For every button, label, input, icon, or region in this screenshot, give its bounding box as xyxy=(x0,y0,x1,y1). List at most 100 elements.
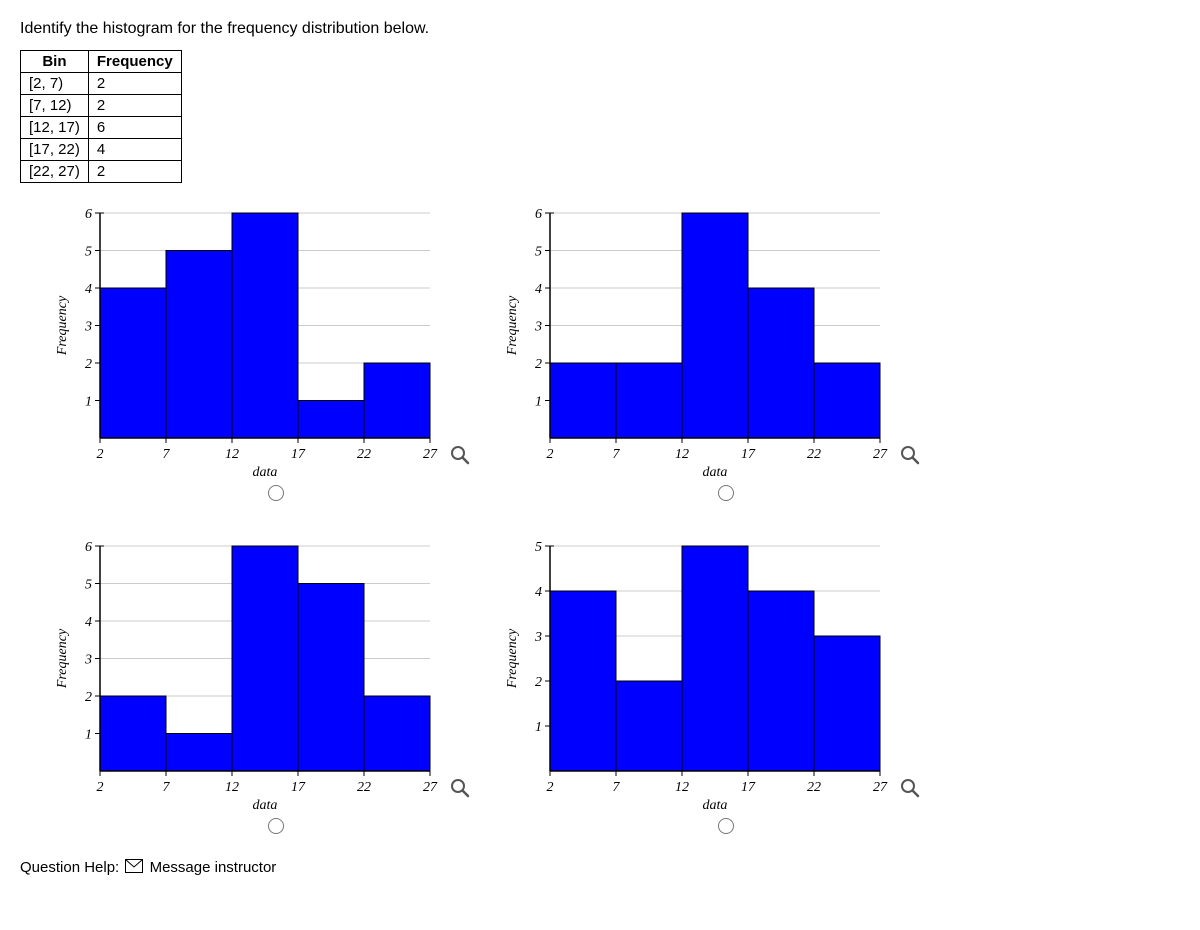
table-header-freq: Frequency xyxy=(88,51,181,73)
magnify-icon[interactable] xyxy=(450,445,470,465)
magnify-icon[interactable] xyxy=(900,445,920,465)
xlabel: data xyxy=(253,465,278,478)
ylabel: Frequency xyxy=(505,628,520,689)
ytick-label: 3 xyxy=(534,320,542,335)
xtick-label: 17 xyxy=(741,780,756,795)
xtick-label: 22 xyxy=(807,780,821,795)
option-radio-A[interactable] xyxy=(268,485,284,501)
chart-option-C: 1234562712172227dataFrequency xyxy=(50,536,500,839)
freq-cell: 2 xyxy=(88,73,181,95)
histogram-A: 1234562712172227dataFrequency xyxy=(50,203,440,478)
histogram-bar xyxy=(298,401,364,439)
bin-cell: [17, 22) xyxy=(21,139,89,161)
question-help-label: Question Help: xyxy=(20,859,119,876)
ytick-label: 1 xyxy=(85,395,92,410)
ytick-label: 1 xyxy=(535,720,542,735)
table-row: [22, 27)2 xyxy=(21,161,182,183)
ytick-label: 2 xyxy=(85,690,92,705)
xtick-label: 12 xyxy=(225,780,239,795)
option-radio-C[interactable] xyxy=(268,818,284,834)
histogram-bar xyxy=(748,288,814,438)
xtick-label: 22 xyxy=(807,447,821,462)
ylabel: Frequency xyxy=(55,628,70,689)
ytick-label: 6 xyxy=(535,207,542,222)
table-row: [2, 7)2 xyxy=(21,73,182,95)
ytick-label: 2 xyxy=(535,675,542,690)
histogram-D: 123452712172227dataFrequency xyxy=(500,536,890,811)
xlabel: data xyxy=(253,798,278,811)
xtick-label: 2 xyxy=(97,447,104,462)
ytick-label: 5 xyxy=(535,540,542,555)
table-row: [12, 17)6 xyxy=(21,117,182,139)
xtick-label: 27 xyxy=(873,447,888,462)
freq-cell: 2 xyxy=(88,161,181,183)
histogram-bar xyxy=(682,213,748,438)
ytick-label: 1 xyxy=(535,395,542,410)
ytick-label: 6 xyxy=(85,207,92,222)
ytick-label: 4 xyxy=(535,282,542,297)
histogram-bar xyxy=(100,696,166,771)
table-row: [17, 22)4 xyxy=(21,139,182,161)
ytick-label: 4 xyxy=(85,282,92,297)
ytick-label: 5 xyxy=(85,578,92,593)
histogram-bar xyxy=(232,546,298,771)
ytick-label: 4 xyxy=(85,615,92,630)
xtick-label: 7 xyxy=(613,447,621,462)
histogram-bar xyxy=(298,584,364,772)
bin-cell: [12, 17) xyxy=(21,117,89,139)
bin-cell: [22, 27) xyxy=(21,161,89,183)
histogram-bar xyxy=(616,363,682,438)
magnify-icon[interactable] xyxy=(900,778,920,798)
xtick-label: 2 xyxy=(547,447,554,462)
chart-option-D: 123452712172227dataFrequency xyxy=(500,536,950,839)
chart-option-A: 1234562712172227dataFrequency xyxy=(50,203,500,506)
xtick-label: 7 xyxy=(163,780,171,795)
xlabel: data xyxy=(703,465,728,478)
option-radio-D[interactable] xyxy=(718,818,734,834)
histogram-bar xyxy=(748,591,814,771)
xtick-label: 12 xyxy=(675,447,689,462)
xtick-label: 12 xyxy=(675,780,689,795)
histogram-B: 1234562712172227dataFrequency xyxy=(500,203,890,478)
xtick-label: 27 xyxy=(873,780,888,795)
xtick-label: 17 xyxy=(291,447,306,462)
histogram-C: 1234562712172227dataFrequency xyxy=(50,536,440,811)
ylabel: Frequency xyxy=(505,295,520,356)
xtick-label: 17 xyxy=(741,447,756,462)
xtick-label: 22 xyxy=(357,780,371,795)
table-row: [7, 12)2 xyxy=(21,95,182,117)
ytick-label: 3 xyxy=(534,630,542,645)
histogram-bar xyxy=(616,681,682,771)
histogram-bar xyxy=(682,546,748,771)
histogram-bar xyxy=(814,363,880,438)
freq-cell: 2 xyxy=(88,95,181,117)
xtick-label: 22 xyxy=(357,447,371,462)
xtick-label: 12 xyxy=(225,447,239,462)
bin-cell: [7, 12) xyxy=(21,95,89,117)
message-instructor-link[interactable]: Message instructor xyxy=(150,859,277,876)
xtick-label: 2 xyxy=(547,780,554,795)
histogram-bar xyxy=(814,636,880,771)
xtick-label: 27 xyxy=(423,780,438,795)
option-radio-B[interactable] xyxy=(718,485,734,501)
xtick-label: 7 xyxy=(613,780,621,795)
table-header-bin: Bin xyxy=(21,51,89,73)
chart-option-B: 1234562712172227dataFrequency xyxy=(500,203,950,506)
histogram-bar xyxy=(550,363,616,438)
question-help: Question Help: Message instructor xyxy=(20,859,1180,877)
question-text: Identify the histogram for the frequency… xyxy=(20,20,1180,38)
freq-cell: 6 xyxy=(88,117,181,139)
ytick-label: 2 xyxy=(85,357,92,372)
histogram-bar xyxy=(232,213,298,438)
xtick-label: 2 xyxy=(97,780,104,795)
ytick-label: 6 xyxy=(85,540,92,555)
xtick-label: 27 xyxy=(423,447,438,462)
charts-grid: 1234562712172227dataFrequency 1234562712… xyxy=(50,203,1180,839)
histogram-bar xyxy=(166,251,232,439)
histogram-bar xyxy=(364,363,430,438)
histogram-bar xyxy=(364,696,430,771)
histogram-bar xyxy=(550,591,616,771)
magnify-icon[interactable] xyxy=(450,778,470,798)
xtick-label: 7 xyxy=(163,447,171,462)
freq-cell: 4 xyxy=(88,139,181,161)
